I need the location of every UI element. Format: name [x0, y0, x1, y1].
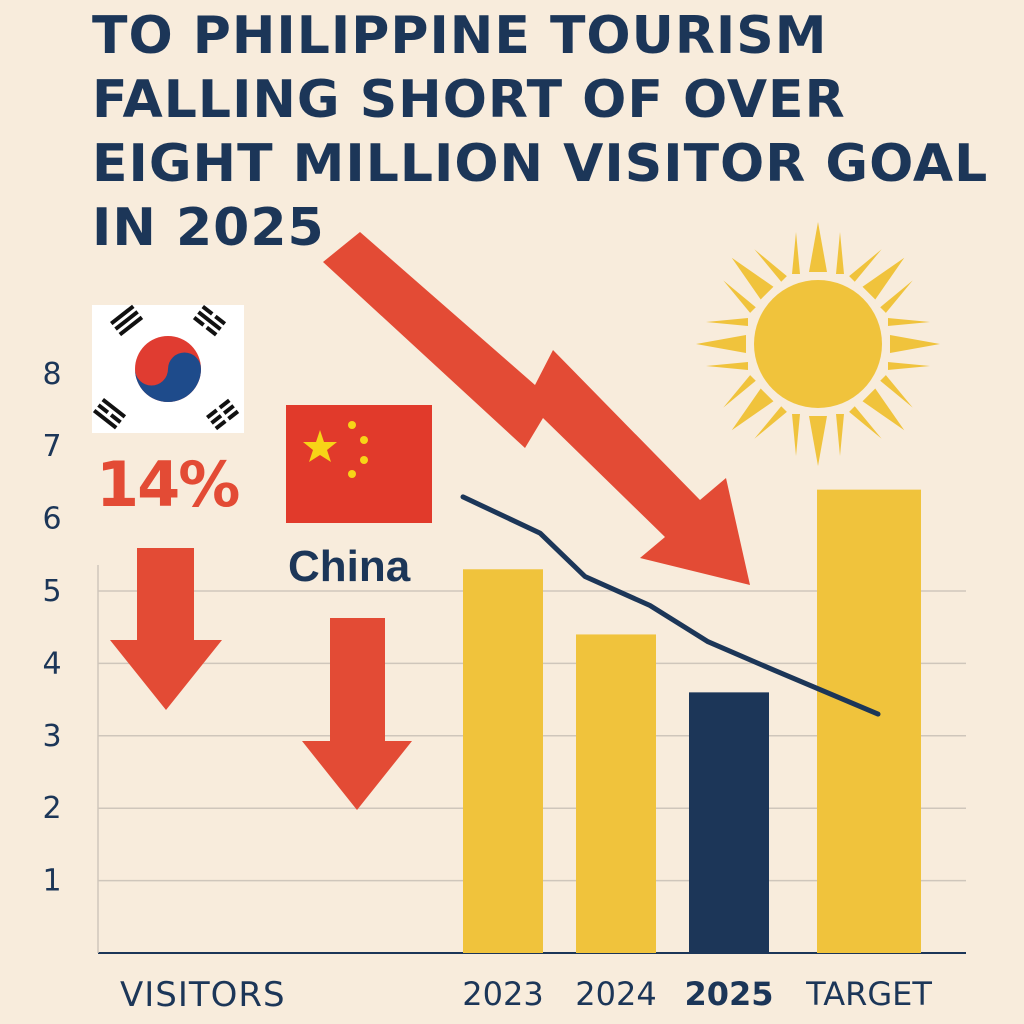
y-tick-label: 4: [42, 646, 61, 681]
bar-2023: [463, 569, 543, 953]
y-axis-labels: 1 2 3 4 5 6 7 8: [42, 357, 61, 899]
sun-disc: [754, 280, 882, 408]
bar-target: [817, 489, 921, 953]
trend-line: [460, 494, 881, 717]
x-tick-label: 2023: [462, 975, 543, 1013]
y-tick-label: 6: [42, 502, 61, 537]
y-tick-label: 7: [42, 429, 61, 464]
x-axis-title: VISITORS: [120, 975, 286, 1015]
sun-ray: [696, 318, 748, 370]
bar-2025: [689, 692, 769, 953]
bar-2024: [576, 634, 656, 953]
title-line-2: FALLING SHORT OF OVER: [92, 70, 846, 130]
bar-series: [463, 489, 921, 953]
sun-ray: [792, 222, 844, 274]
title-line-4: IN 2025: [92, 198, 325, 258]
y-tick-label: 3: [42, 719, 61, 754]
y-tick-label: 2: [42, 791, 61, 826]
korea-percent-change: 14%: [96, 448, 240, 521]
x-tick-label: TARGET: [805, 975, 932, 1013]
china-down-arrow: [302, 618, 412, 810]
china-label: China: [288, 542, 411, 591]
sun-ray: [849, 249, 913, 313]
title-line-3: EIGHT MILLION VISITOR GOAL: [92, 134, 989, 194]
falling-zigzag-arrow: [323, 232, 750, 585]
page-title: TO PHILIPPINE TOURISM FALLING SHORT OF O…: [92, 4, 1012, 260]
x-tick-label: 2024: [575, 975, 656, 1013]
china-flag-icon: [286, 405, 432, 523]
x-axis-labels: 2023 2024 2025 TARGET: [462, 975, 932, 1013]
philippine-sun-icon: [696, 222, 940, 466]
y-tick-label: 8: [42, 357, 61, 392]
x-tick-label: 2025: [684, 975, 773, 1013]
y-tick-label: 5: [42, 574, 61, 609]
south-korea-flag-icon: [92, 304, 244, 433]
korea-down-arrow: [110, 548, 222, 710]
title-line-1: TO PHILIPPINE TOURISM: [92, 6, 828, 66]
trend-line-series: [460, 494, 881, 717]
sun-ray: [723, 249, 787, 313]
y-tick-label: 1: [42, 864, 61, 899]
sun-ray: [723, 375, 787, 439]
sun-ray: [792, 414, 844, 466]
sun-ray: [888, 318, 940, 370]
sun-ray: [849, 375, 913, 439]
